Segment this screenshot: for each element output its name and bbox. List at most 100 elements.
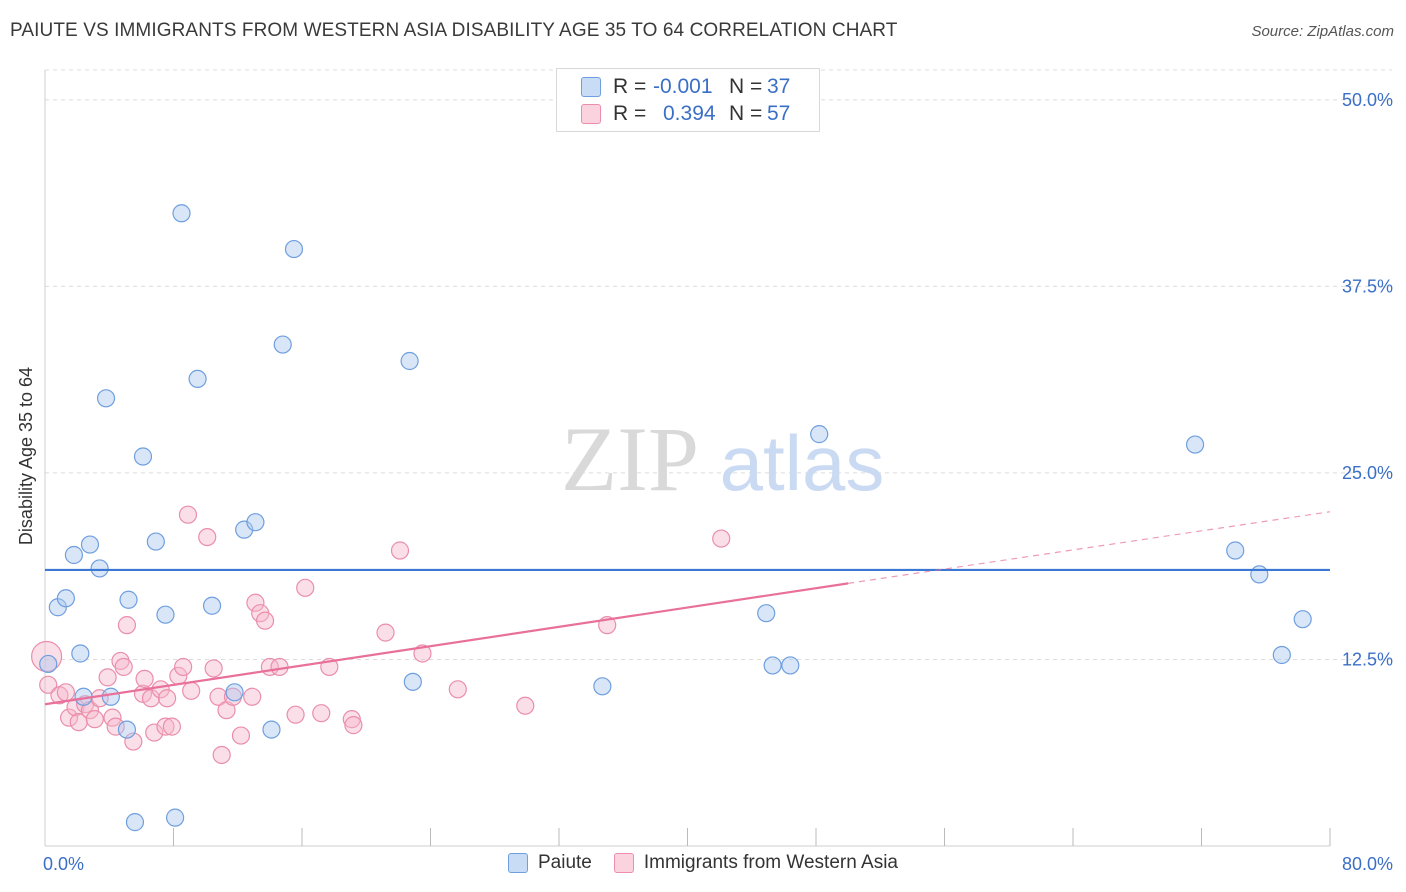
point-paiute xyxy=(117,720,137,739)
point-paiute xyxy=(172,204,191,223)
point-paiute xyxy=(125,813,145,832)
point-paiute xyxy=(39,654,58,674)
point-immigrants xyxy=(178,505,198,524)
point-paiute xyxy=(757,604,776,623)
point-paiute xyxy=(284,239,304,259)
point-immigrants xyxy=(312,704,331,723)
point-immigrants xyxy=(246,593,265,612)
legend-r-value: 0.394 xyxy=(663,102,716,125)
point-immigrants xyxy=(157,689,177,708)
point-paiute xyxy=(96,389,116,408)
point-paiute xyxy=(781,656,800,675)
source-label: Source: ZipAtlas.com xyxy=(1251,23,1394,40)
legend-n-value: 37 xyxy=(767,75,791,98)
point-immigrants xyxy=(162,717,181,736)
point-immigrants xyxy=(270,657,289,677)
point-immigrants xyxy=(231,726,251,745)
series-paiute-points xyxy=(39,204,1312,832)
point-immigrants xyxy=(106,717,125,736)
point-immigrants xyxy=(114,657,133,677)
point-paiute xyxy=(403,672,422,691)
legend-r-value: -0.001 xyxy=(653,75,713,98)
point-paiute xyxy=(101,687,120,706)
point-paiute xyxy=(246,513,265,532)
point-immigrants xyxy=(85,710,104,729)
legend-item-immigrants: Immigrants from Western Asia xyxy=(613,852,898,874)
y-axis-title: Disability Age 35 to 64 xyxy=(16,367,36,545)
legend-swatch-immigrants xyxy=(613,853,634,873)
point-paiute xyxy=(71,644,90,663)
point-immigrants xyxy=(286,705,305,724)
legend-item-paiute: Paiute xyxy=(508,852,592,874)
point-paiute xyxy=(1250,565,1269,584)
point-paiute xyxy=(156,605,175,624)
point-paiute xyxy=(763,656,782,675)
point-immigrants xyxy=(390,541,410,560)
point-paiute xyxy=(1293,610,1312,629)
point-immigrants xyxy=(255,611,275,630)
point-paiute xyxy=(166,808,185,827)
point-paiute xyxy=(273,335,292,354)
point-immigrants xyxy=(413,644,432,663)
point-paiute xyxy=(1185,435,1205,454)
point-immigrants xyxy=(198,527,217,547)
y-tick-label: 12.5% xyxy=(1342,649,1393,669)
point-paiute xyxy=(1226,541,1245,560)
axes xyxy=(44,70,1331,847)
point-immigrants xyxy=(39,675,58,694)
point-paiute xyxy=(56,589,75,608)
point-immigrants xyxy=(342,710,361,729)
point-paiute xyxy=(80,535,100,554)
legend-r-label: R = xyxy=(613,75,647,98)
point-paiute xyxy=(133,447,153,466)
point-immigrants xyxy=(182,681,201,700)
point-immigrants xyxy=(135,669,154,688)
point-immigrants xyxy=(174,657,193,677)
y-tick-label: 50.0% xyxy=(1342,90,1393,110)
legend-row-immigrants: R = 0.394 N = 57 xyxy=(581,100,790,128)
point-immigrants xyxy=(117,616,137,635)
chart-title: PAIUTE VS IMMIGRANTS FROM WESTERN ASIA D… xyxy=(10,20,898,41)
legend-n-label: N = xyxy=(729,75,763,98)
legend-swatch-paiute xyxy=(581,77,601,97)
point-immigrants xyxy=(145,723,164,742)
point-paiute xyxy=(188,369,207,389)
point-immigrants xyxy=(296,578,315,597)
point-paiute xyxy=(810,425,829,444)
point-immigrants xyxy=(344,716,363,735)
point-immigrants xyxy=(212,745,231,765)
point-immigrants xyxy=(712,529,731,548)
point-immigrants xyxy=(151,680,170,699)
trend-line-immigrants-extrapolated xyxy=(848,511,1331,584)
legend-r-label: R = xyxy=(613,102,647,125)
point-immigrants xyxy=(448,680,467,699)
series-legend: Paiute Immigrants from Western Asia xyxy=(508,852,920,874)
series-immigrants-points xyxy=(31,505,731,765)
legend-n-label: N = xyxy=(729,102,763,125)
point-immigrants xyxy=(376,623,395,642)
watermark: ZIP atlas xyxy=(561,408,884,510)
point-immigrants xyxy=(98,668,117,687)
x-tick-label: 80.0% xyxy=(1342,854,1393,874)
y-tick-label: 25.0% xyxy=(1342,463,1393,483)
point-immigrants xyxy=(516,696,535,715)
point-paiute xyxy=(90,559,109,578)
point-immigrants xyxy=(243,687,262,706)
trend-lines xyxy=(44,511,1331,706)
point-paiute xyxy=(64,545,84,565)
point-paiute xyxy=(593,677,612,696)
x-tick-label: 0.0% xyxy=(43,854,84,874)
point-paiute xyxy=(146,532,165,551)
point-paiute xyxy=(1272,645,1291,665)
legend-swatch-paiute xyxy=(508,853,528,873)
point-immigrants xyxy=(156,717,175,736)
point-immigrants xyxy=(204,659,223,678)
point-paiute xyxy=(400,351,419,371)
point-immigrants xyxy=(56,683,75,702)
y-tick-label: 37.5% xyxy=(1342,276,1393,296)
point-paiute xyxy=(262,720,281,739)
point-immigrants xyxy=(31,640,63,673)
point-paiute xyxy=(119,590,138,609)
axis-labels: 12.5% 25.0% 37.5% 50.0% 0.0% 80.0% xyxy=(43,90,1393,874)
